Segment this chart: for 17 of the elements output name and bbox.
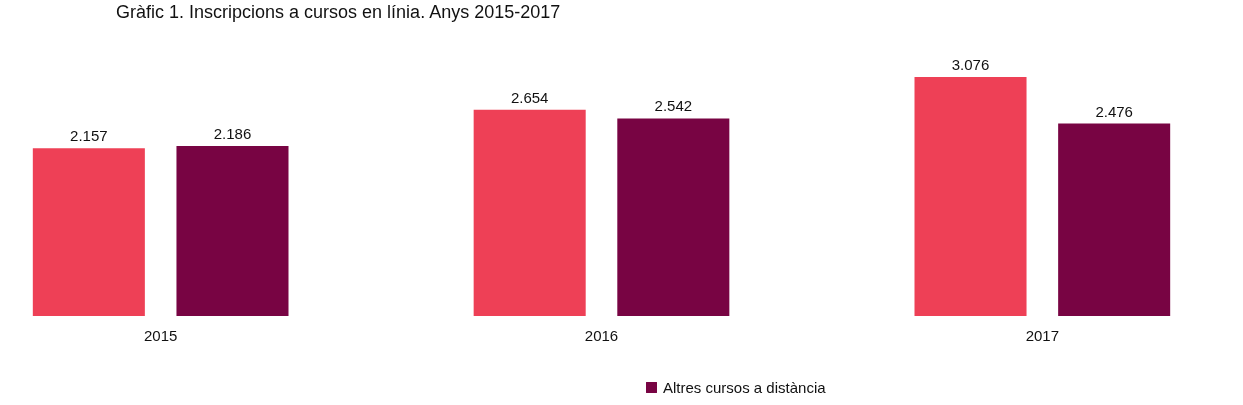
bar [176, 146, 289, 316]
data-label: 2.476 [1095, 102, 1133, 120]
legend-label: Altres cursos a distància [663, 378, 827, 396]
bar [914, 76, 1027, 316]
data-label: 2.542 [654, 97, 693, 115]
data-label: 2.654 [510, 88, 549, 106]
data-label: 3.076 [951, 55, 990, 73]
data-label: 2.157 [70, 127, 108, 145]
chart-title: Gràfic 1. Inscripcions a cursos en línia. Anys 2015-2017 [116, 2, 561, 22]
bar [473, 109, 586, 316]
x-tick-label: 2017 [1025, 326, 1060, 344]
bar [1058, 123, 1171, 316]
x-tick-label: 2016 [584, 326, 619, 344]
bar [32, 148, 145, 316]
x-tick-label: 2015 [143, 326, 178, 344]
data-label: 2.186 [213, 125, 252, 143]
bar [617, 118, 730, 316]
